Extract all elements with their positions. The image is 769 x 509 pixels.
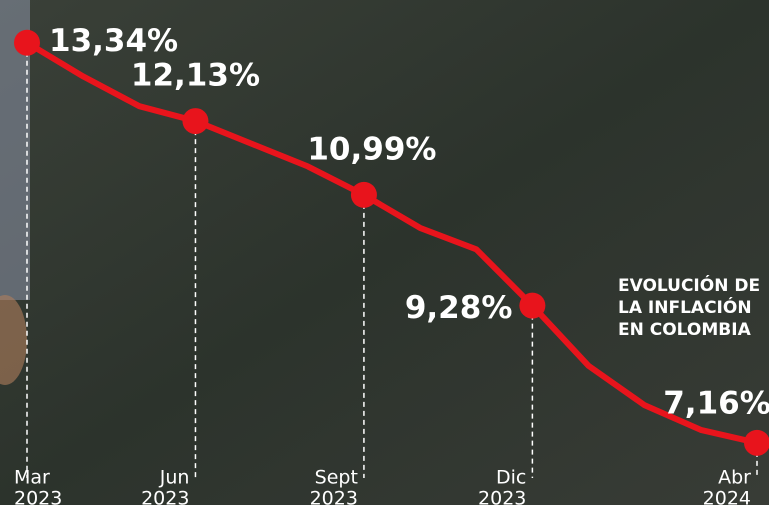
x-tick-year: 2023	[14, 488, 62, 506]
x-tick-year: 2023	[478, 488, 526, 506]
chart-title: EVOLUCIÓN DE	[618, 274, 760, 296]
x-tick-label: Sept	[315, 467, 358, 489]
chart-title: LA INFLACIÓN	[618, 296, 752, 318]
value-label: 13,34%	[49, 23, 178, 59]
value-label: 7,16%	[663, 385, 769, 421]
point	[14, 29, 40, 56]
value-label: 12,13%	[131, 58, 260, 94]
point	[182, 108, 209, 135]
x-tick-year: 2023	[141, 488, 189, 506]
point	[744, 429, 769, 456]
point	[519, 292, 546, 319]
value-label: 9,28%	[405, 290, 513, 326]
x-tick-label: Abr	[718, 467, 751, 489]
point	[350, 181, 377, 208]
x-tick-label: Jun	[159, 467, 190, 489]
value-label: 10,99%	[307, 131, 436, 167]
photo-hand	[0, 295, 27, 385]
x-tick-year: 2024	[703, 488, 751, 506]
x-tick-label: Mar	[14, 467, 50, 489]
x-tick-year: 2023	[310, 488, 358, 506]
chart-title: EN COLOMBIA	[618, 320, 752, 340]
x-tick-label: Dic	[496, 467, 526, 489]
line	[25, 40, 758, 446]
